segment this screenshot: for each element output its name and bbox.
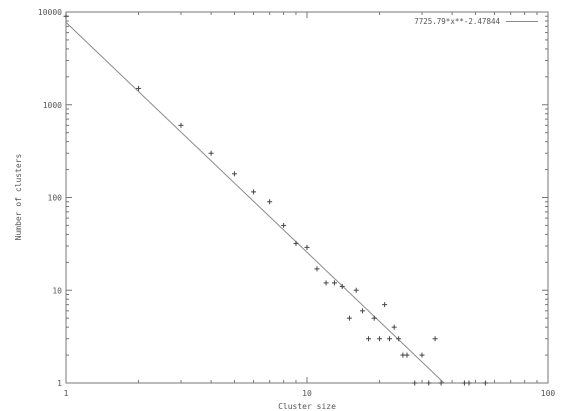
data-point (231, 171, 237, 177)
legend: 7725.79*x**-2.47844 (414, 17, 538, 26)
data-point (382, 302, 388, 308)
data-point (466, 380, 472, 386)
x-tick-label: 10 (302, 389, 312, 398)
x-tick-label: 100 (541, 389, 556, 398)
data-point (353, 287, 359, 293)
y-tick-label: 10 (52, 286, 62, 295)
data-point (377, 336, 383, 342)
data-point (136, 85, 142, 91)
fit-line (65, 22, 445, 384)
data-point (387, 336, 393, 342)
data-point (281, 222, 287, 228)
data-point (178, 122, 184, 128)
data-point (482, 380, 488, 386)
fit-curve-group (65, 22, 445, 384)
data-point (314, 266, 320, 272)
x-tick-label: 1 (64, 389, 69, 398)
data-points (63, 13, 488, 386)
data-point (251, 189, 257, 195)
data-point (461, 380, 467, 386)
x-axis-label: Cluster size (278, 402, 336, 411)
y-tick-label: 100 (48, 194, 63, 203)
data-point (419, 352, 425, 358)
data-point (208, 150, 214, 156)
data-point (323, 280, 329, 286)
data-point (371, 315, 377, 321)
data-point (404, 352, 410, 358)
data-point (360, 308, 366, 314)
data-point (396, 336, 402, 342)
legend-label: 7725.79*x**-2.47844 (414, 17, 500, 26)
y-tick-label: 1 (57, 379, 62, 388)
data-point (293, 240, 299, 246)
data-point (346, 315, 352, 321)
data-point (438, 380, 444, 386)
data-point (426, 380, 432, 386)
y-tick-label: 1000 (43, 101, 62, 110)
data-point (366, 336, 372, 342)
data-point (267, 199, 273, 205)
data-point (432, 336, 438, 342)
data-point (304, 244, 310, 250)
data-point (331, 280, 337, 286)
data-point (391, 324, 397, 330)
plot-frame (65, 11, 549, 384)
data-point (412, 380, 418, 386)
axis-ticks: 1 10 100 1 10 100 1000 10000 (38, 8, 556, 398)
data-point (339, 283, 345, 289)
y-tick-label: 10000 (38, 8, 62, 17)
data-point (63, 13, 69, 19)
y-axis-label: Number of clusters (14, 153, 23, 240)
